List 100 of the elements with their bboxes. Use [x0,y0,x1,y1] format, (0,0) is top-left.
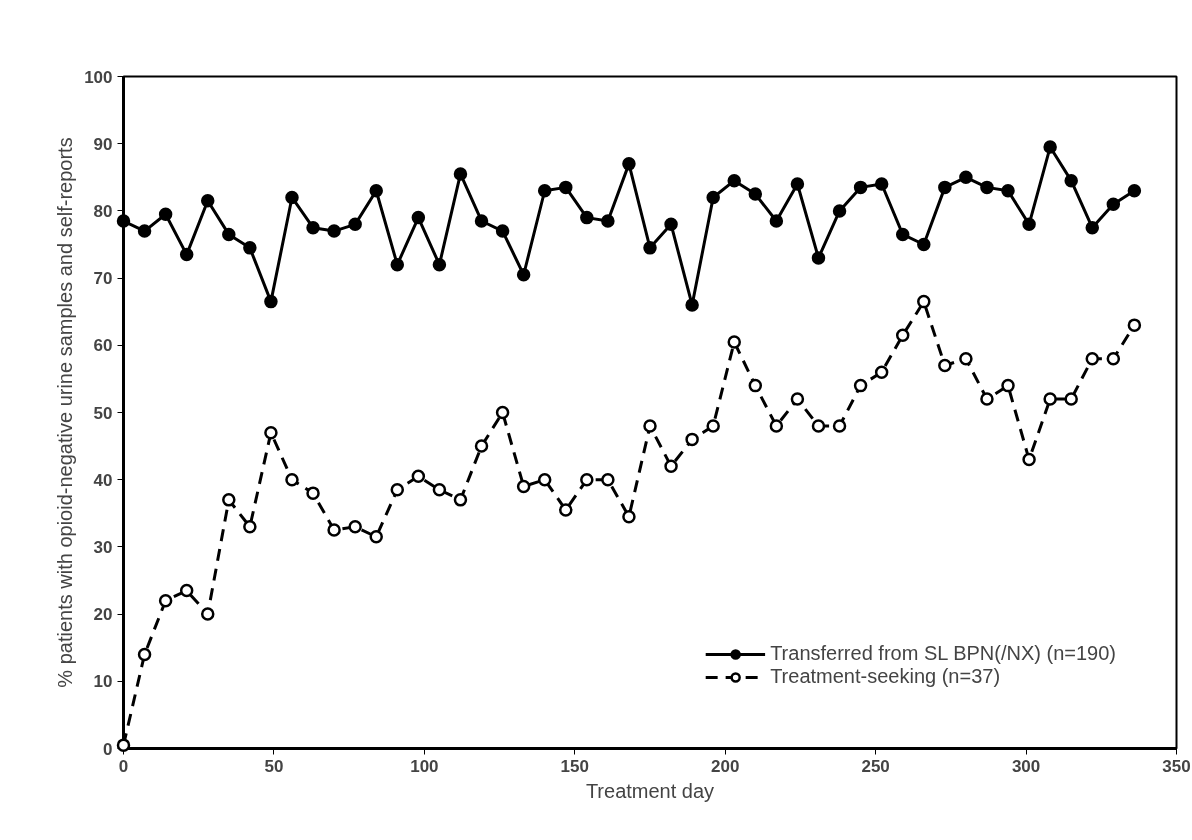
y-tick-label: 50 [93,403,113,423]
point [306,486,320,500]
point [411,210,426,225]
point [369,530,383,544]
point [959,352,973,366]
point [917,237,931,252]
legend-label: Treatment-seeking (n=37) [770,665,1001,688]
point [116,214,131,228]
x-tick-label: 100 [410,756,439,776]
point [285,472,299,487]
point [727,335,741,349]
x-tick-label: 50 [264,756,284,776]
point [643,241,657,255]
x-tick-label: 150 [560,756,589,776]
point [179,247,194,262]
point [980,392,994,406]
point [1085,220,1100,235]
point [1043,140,1057,154]
point [769,419,784,433]
point [495,405,510,420]
point [811,419,826,433]
point [1106,352,1121,366]
point [938,180,952,195]
point [516,268,531,282]
point [516,479,531,494]
y-tick-label: 90 [93,134,113,154]
point [643,419,657,433]
point [853,180,868,195]
point [1043,392,1057,406]
point [1022,217,1036,232]
point [158,593,173,608]
point [474,214,489,228]
x-tick-label: 0 [118,756,129,776]
point [706,190,720,205]
point [537,184,552,198]
point [580,472,594,487]
point [243,520,257,534]
y-tick-label: 20 [93,605,113,625]
x-tick-label: 200 [711,756,740,776]
point [327,224,341,238]
point [1106,197,1121,211]
point [264,425,278,440]
y-tick-label: 70 [93,269,113,289]
y-tick-label: 40 [93,470,113,490]
point [158,207,173,221]
point [432,483,447,497]
point [411,469,426,484]
point [1001,184,1015,198]
point [285,190,299,205]
point [811,251,826,265]
y-tick-label: 0 [103,739,113,759]
point [306,220,320,235]
point [727,173,741,188]
point [348,520,362,534]
y-axis-title: % patients with opioid-negative urine samples and self-reports [54,137,77,688]
point [327,523,341,537]
point [685,298,699,312]
point [1064,173,1078,188]
point [1022,452,1036,467]
point [895,328,910,342]
point [832,419,847,433]
point [959,170,973,185]
y-tick-label: 80 [93,201,113,221]
point [832,204,847,218]
point [200,194,215,208]
point [537,472,552,487]
point [222,227,236,242]
point [980,180,994,195]
point [874,365,889,379]
point [453,493,468,507]
point [348,217,362,232]
point [685,432,699,447]
y-tick-label: 30 [93,537,113,557]
point [453,167,468,181]
point [369,184,383,198]
point [580,210,594,225]
point [664,459,678,473]
y-tick-label: 10 [93,672,113,692]
point [222,493,236,507]
point [432,257,447,272]
point [390,257,405,272]
point [1127,184,1142,198]
point [938,358,952,373]
point [622,157,636,171]
point [559,503,573,517]
point [179,583,194,598]
point [664,217,678,232]
x-tick-label: 300 [1011,756,1041,776]
point [790,177,805,191]
point [769,214,784,228]
point [264,294,278,309]
point [874,177,889,191]
x-axis-title: Treatment day [585,779,715,802]
point [1064,392,1078,406]
point [1085,352,1100,366]
point [116,738,131,752]
point [390,483,405,497]
y-tick-label: 60 [93,336,113,356]
point [601,472,615,487]
point [474,439,489,453]
